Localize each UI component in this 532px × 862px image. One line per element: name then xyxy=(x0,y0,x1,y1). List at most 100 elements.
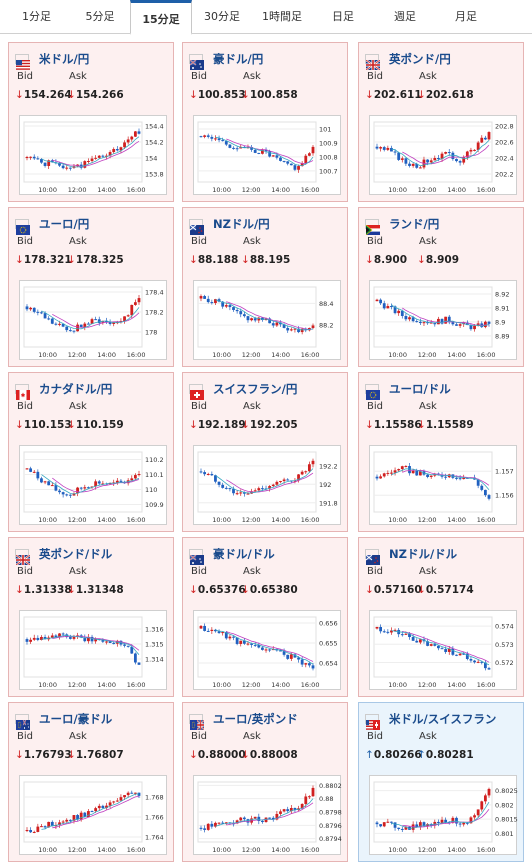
card-title[interactable]: 英ポンド/ドル xyxy=(15,546,113,566)
rate-card[interactable]: NZドル/ドル Bid Ask ↓0.57160 ↓0.57174 0.574 0.573 0… xyxy=(358,537,524,697)
candle-body xyxy=(480,661,484,663)
rate-card[interactable]: 米ドル/スイスフラン Bid Ask ↑0.80266 ↑0.80281 0.8025 0.… xyxy=(358,702,524,862)
candle-body xyxy=(397,152,401,160)
card-title[interactable]: NZドル/円 xyxy=(189,216,270,235)
currency-pair-name[interactable]: 米ドル/円 xyxy=(39,52,90,66)
currency-pair-name[interactable]: ユーロ/英ポンド xyxy=(213,712,298,726)
card-title[interactable]: ユーロ/ドル xyxy=(365,381,451,400)
card-title[interactable]: ユーロ/豪ドル xyxy=(15,711,113,730)
rate-card[interactable]: 米ドル/円 Bid Ask ↓154.264 ↓154.266 154.4 154.2 154… xyxy=(8,42,174,202)
candle-body xyxy=(426,322,429,324)
card-title[interactable]: 米ドル/スイスフラン xyxy=(365,711,497,730)
rate-card[interactable]: 豪ドル/円 Bid Ask ↓100.853 ↓100.858 101 100.9 100.8… xyxy=(182,42,348,202)
candle-body xyxy=(444,819,448,823)
tab-6[interactable]: 日足 xyxy=(332,10,354,23)
currency-pair-name[interactable]: スイスフラン/円 xyxy=(213,382,298,396)
bid-label: Bid xyxy=(17,401,33,412)
rate-card[interactable]: スイスフラン/円 Bid Ask ↓192.189 ↓192.205 192.2 192 19… xyxy=(182,372,348,532)
x-tick-label: 10:00 xyxy=(388,681,407,689)
candle-body xyxy=(232,636,235,638)
card-title[interactable]: スイスフラン/円 xyxy=(189,381,298,400)
chart-panel[interactable]: 0.8025 0.802 0.8015 0.801 10:00 12:00 14:00 16:… xyxy=(369,775,518,855)
card-title[interactable]: ユーロ/円 xyxy=(15,216,90,235)
tab-7[interactable]: 週足 xyxy=(394,10,416,23)
chart-panel[interactable]: 192.2 192 191.8 10:00 12:00 14:00 16:00 xyxy=(193,445,341,525)
chart-panel[interactable]: 110.2 110.1 110 109.9 10:00 12:00 14:00 16:00 xyxy=(19,445,167,525)
candle-body xyxy=(50,318,54,324)
chart-panel[interactable]: 1.157 1.156 10:00 12:00 14:00 16:00 xyxy=(369,445,517,525)
currency-pair-name[interactable]: 豪ドル/ドル xyxy=(213,547,275,561)
rate-card[interactable]: 英ポンド/円 Bid Ask ↓202.611 ↓202.618 202.8 202.6 20… xyxy=(358,42,524,202)
currency-pair-name[interactable]: カナダドル/円 xyxy=(39,382,113,396)
tab-4[interactable]: 30分足 xyxy=(204,10,240,23)
us-flag-icon xyxy=(15,54,30,70)
currency-pair-name[interactable]: 英ポンド/ドル xyxy=(39,547,113,561)
candle-body xyxy=(36,826,40,832)
rate-card[interactable]: カナダドル/円 Bid Ask ↓110.153 ↓110.159 110.2 110.1 1… xyxy=(8,372,174,532)
tab-1[interactable]: 1分足 xyxy=(22,10,51,23)
chart-panel[interactable]: 101 100.9 100.8 100.7 10:00 12:00 14:00 16:00 xyxy=(193,115,341,195)
chart-panel[interactable]: 0.8802 0.88 0.8798 0.8796 0.8794 10:00 12:00 14… xyxy=(193,775,342,855)
currency-pair-name[interactable]: ユーロ/ドル xyxy=(389,382,451,396)
rate-card[interactable]: NZドル/円 Bid Ask ↓88.188 ↓88.195 88.4 88.2 10:00 1… xyxy=(182,207,348,367)
candle-body xyxy=(473,815,476,818)
ask-value: ↑0.80281 xyxy=(417,749,474,761)
currency-pair-name[interactable]: NZドル/円 xyxy=(213,217,270,231)
currency-pair-name[interactable]: NZドル/ドル xyxy=(389,547,458,561)
chart-panel[interactable]: 1.768 1.766 1.764 10:00 12:00 14:00 16:00 xyxy=(19,775,167,855)
candle-body xyxy=(408,163,411,166)
chart-panel[interactable]: 178.4 178.2 178 10:00 12:00 14:00 16:00 xyxy=(19,280,167,360)
card-title[interactable]: ユーロ/英ポンド xyxy=(189,711,298,730)
candle-body xyxy=(411,637,415,641)
candlestick-chart: 0.8025 0.802 0.8015 0.801 10:00 12:00 14:00 16:… xyxy=(373,781,518,854)
currency-pair-name[interactable]: ユーロ/豪ドル xyxy=(39,712,113,726)
currency-pair-name[interactable]: ランド/円 xyxy=(389,217,440,231)
bid-label: Bid xyxy=(367,401,383,412)
card-title[interactable]: 豪ドル/ドル xyxy=(189,546,275,565)
rate-card[interactable]: 英ポンド/ドル Bid Ask ↓1.31338 ↓1.31348 1.316 1.315 1… xyxy=(8,537,174,697)
currency-pair-name[interactable]: 英ポンド/円 xyxy=(389,52,451,66)
candle-body xyxy=(29,307,33,310)
x-tick-label: 12:00 xyxy=(242,351,261,359)
chart-panel[interactable]: 1.316 1.315 1.314 10:00 12:00 14:00 16:00 xyxy=(19,610,167,690)
card-title[interactable]: カナダドル/円 xyxy=(15,381,113,400)
tab-8[interactable]: 月足 xyxy=(455,10,477,23)
card-title[interactable]: 英ポンド/円 xyxy=(365,51,451,71)
tab-3[interactable]: 15分足 xyxy=(130,0,192,35)
rate-card[interactable]: 豪ドル/ドル Bid Ask ↓0.65376 ↓0.65380 0.656 0.655 0.… xyxy=(182,537,348,697)
currency-pair-name[interactable]: ユーロ/円 xyxy=(39,217,90,231)
candle-body xyxy=(83,323,87,328)
rate-card[interactable]: ユーロ/豪ドル Bid Ask ↓1.76793 ↓1.76807 1.768 1.766 1… xyxy=(8,702,174,862)
currency-pair-name[interactable]: 豪ドル/円 xyxy=(213,52,264,66)
card-title[interactable]: 豪ドル/円 xyxy=(189,51,264,70)
candle-body xyxy=(221,301,225,307)
tab-2[interactable]: 5分足 xyxy=(85,10,115,23)
chart-panel[interactable]: 0.574 0.573 0.572 10:00 12:00 14:00 16:00 xyxy=(369,610,517,690)
candle-body xyxy=(108,482,112,485)
rate-card[interactable]: ランド/円 Bid Ask ↓8.900 ↓8.909 8.92 8.91 8.9 8.89 10… xyxy=(358,207,524,367)
y-tick-label: 110 xyxy=(145,486,157,494)
card-title[interactable]: ランド/円 xyxy=(365,216,440,236)
rate-card[interactable]: ユーロ/英ポンド Bid Ask ↓0.88000 ↓0.88008 0.8802 0.88… xyxy=(182,702,348,862)
candle-body xyxy=(112,801,116,803)
chart-panel[interactable]: 202.8 202.6 202.4 202.2 10:00 12:00 14:00 16:00 xyxy=(369,115,517,195)
rate-card[interactable]: ユーロ/ドル Bid Ask ↓1.15586 ↓1.15589 1.157 1.156 10… xyxy=(358,372,524,532)
y-tick-label: 0.8798 xyxy=(319,809,342,817)
card-title[interactable]: 米ドル/円 xyxy=(15,51,90,70)
candle-body xyxy=(293,808,297,811)
currency-pair-name[interactable]: 米ドル/スイスフラン xyxy=(389,712,497,726)
candle-body xyxy=(440,648,444,650)
candle-body xyxy=(400,466,404,470)
card-title[interactable]: NZドル/ドル xyxy=(365,546,458,565)
candle-body xyxy=(447,648,451,652)
tab-5[interactable]: 1時間足 xyxy=(262,10,302,23)
candle-body xyxy=(400,634,404,636)
chart-panel[interactable]: 8.92 8.91 8.9 8.89 10:00 12:00 14:00 16:00 xyxy=(369,280,517,360)
chart-panel[interactable]: 0.656 0.655 0.654 10:00 12:00 14:00 16:00 xyxy=(193,610,341,690)
candle-body xyxy=(268,649,272,651)
rate-card[interactable]: ユーロ/円 Bid Ask ↓178.321 ↓178.325 178.4 178.2 178… xyxy=(8,207,174,367)
candle-body xyxy=(304,663,308,665)
candle-body xyxy=(275,813,279,820)
chart-panel[interactable]: 154.4 154.2 154 153.8 10:00 12:00 14:00 16:00 xyxy=(19,115,167,195)
chart-panel[interactable]: 88.4 88.2 10:00 12:00 14:00 16:00 xyxy=(193,280,341,360)
